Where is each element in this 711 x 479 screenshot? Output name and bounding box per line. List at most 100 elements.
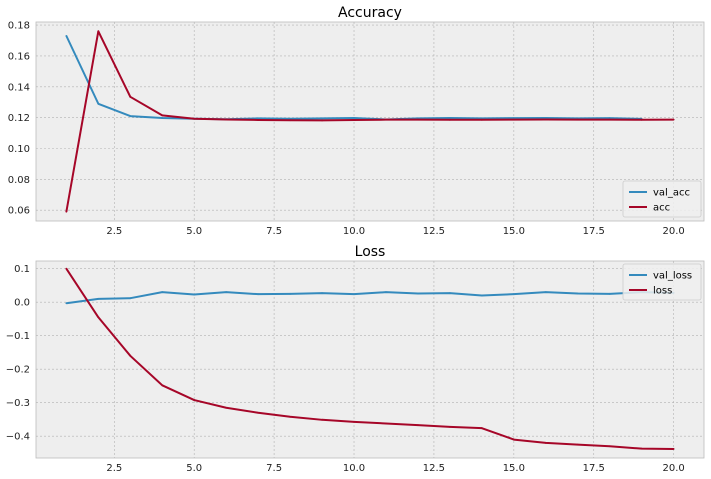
chart-1-series-loss-point — [417, 424, 419, 427]
chart-1-series-loss-point — [576, 443, 579, 446]
chart-1-series-val_loss-point — [97, 297, 100, 300]
chart-0-series-acc-point — [576, 118, 579, 121]
chart-1-series-loss-point — [544, 442, 547, 444]
chart-0-y-tick-label: 0.10 — [8, 144, 30, 155]
chart-0-series-acc-point — [321, 119, 323, 122]
chart-1-series-val_loss-point — [385, 291, 387, 294]
chart-1-series-val_loss-point — [225, 291, 228, 294]
chart-0-y-tick-label: 0.18 — [8, 21, 30, 32]
chart-0-series-val_acc-point — [257, 117, 260, 120]
chart-0-x-tick-label: 7.5 — [266, 226, 282, 237]
chart-0-series-acc-point — [193, 117, 196, 120]
chart-0-x-tick-label: 5.0 — [186, 226, 202, 237]
chart-0-legend-label-acc: acc — [653, 203, 670, 214]
chart-1-title: Loss — [355, 244, 386, 260]
chart-0-plot-area — [35, 21, 705, 222]
chart-0-series-val_acc-point — [353, 117, 355, 119]
chart-0-series-acc-point — [640, 118, 643, 121]
chart-1-series-val_loss-point — [449, 292, 451, 295]
chart-0-series-acc-point — [449, 118, 451, 121]
chart-0-series-acc-point — [129, 95, 132, 98]
chart-0-x-tick-label: 10.0 — [343, 226, 365, 237]
chart-1-x-tick-label: 10.0 — [343, 463, 365, 474]
chart-1-series-loss-point — [193, 399, 196, 401]
chart-1-series-loss-point — [480, 427, 483, 430]
chart-0-series-val_acc-point — [608, 117, 611, 120]
chart-1-series-val_loss-point — [576, 292, 579, 295]
chart-0-series-acc-point — [417, 118, 419, 121]
chart-1-y-tick-label: −0.1 — [6, 331, 30, 342]
chart-1-x-tick-label: 2.5 — [106, 463, 122, 474]
chart-0-series-acc-point — [544, 118, 547, 121]
chart-1-series-val_loss-point — [65, 302, 68, 305]
chart-0-series-val_acc-point — [544, 117, 547, 119]
chart-1-series-val_loss-point — [193, 293, 196, 296]
chart-0-series-acc-point — [97, 30, 100, 33]
chart-0-series-val_acc-point — [129, 115, 132, 118]
chart-1-y-tick-label: −0.4 — [6, 432, 30, 443]
chart-0-series-acc-point — [225, 118, 228, 121]
chart-1-series-loss-point — [512, 438, 515, 441]
chart-0-x-tick-label: 2.5 — [106, 226, 122, 237]
chart-0-series-acc-point — [289, 119, 291, 122]
chart-0-series-val_acc-point — [321, 117, 323, 120]
chart-0-series-val_acc-point — [97, 102, 100, 105]
accuracy-subplot: 2.5 5.0 7.5 10.0 12.5 15.0 17.5 20.0 0.06 0.08 0.1… — [8, 5, 705, 237]
chart-1-series-val_loss-line — [66, 291, 674, 305]
chart-1-x-tick-label: 15.0 — [503, 463, 525, 474]
chart-0-x-tick-label: 20.0 — [663, 226, 685, 237]
chart-0-y-tick-label: 0.14 — [8, 82, 30, 93]
chart-1-series-loss-point — [608, 445, 611, 448]
chart-0-title: Accuracy — [338, 5, 402, 21]
chart-1-series-val_loss-point — [161, 291, 164, 294]
chart-1-series-val_loss-point — [289, 292, 291, 295]
chart-1-series-val_loss-point — [129, 297, 132, 300]
chart-1-plot-area — [35, 260, 705, 459]
chart-1-legend-label-val_loss: val_loss — [653, 271, 692, 282]
chart-1-x-tick-label: 5.0 — [186, 463, 202, 474]
chart-1-series-loss-point — [257, 411, 260, 414]
loss-subplot: 2.5 5.0 7.5 10.0 12.5 15.0 17.5 20.0 −0.4 −0.3 −0.… — [6, 244, 705, 474]
chart-0-x-tick-label: 15.0 — [503, 226, 525, 237]
chart-0-series-val_acc-point — [449, 117, 451, 119]
chart-0-series-acc-point — [161, 114, 164, 117]
chart-0-series-acc-point — [257, 119, 260, 121]
chart-0-series-acc-point — [353, 119, 355, 121]
chart-0-y-tick-label: 0.08 — [8, 175, 30, 186]
chart-1-x-tick-label: 12.5 — [423, 463, 445, 474]
chart-1-series-val_loss-point — [480, 294, 483, 297]
chart-1-y-tick-label: −0.3 — [6, 398, 30, 409]
chart-1-series-loss-line — [65, 268, 674, 450]
chart-1-y-tick-label: 0.0 — [14, 298, 30, 309]
chart-1-series-val_loss-point — [257, 293, 260, 296]
chart-1-y-tick-label: −0.2 — [6, 365, 30, 376]
chart-0-series-acc-point — [672, 118, 675, 121]
chart-0-y-tick-label: 0.16 — [8, 51, 30, 62]
chart-0-x-tick-label: 17.5 — [583, 226, 605, 237]
chart-0-series-acc-point — [385, 118, 387, 121]
chart-0-series-val_acc-point — [512, 117, 515, 120]
chart-1-x-tick-label: 7.5 — [266, 463, 282, 474]
chart-1-series-loss-point — [97, 316, 100, 319]
chart-1-x-tick-label: 20.0 — [663, 463, 685, 474]
chart-1-series-loss-point — [640, 447, 643, 450]
chart-1-series-val_loss-point — [417, 292, 419, 295]
chart-1-series-loss-point — [129, 354, 132, 357]
chart-1-series-val_loss-point — [353, 293, 355, 296]
chart-0-legend-label-val_acc: val_acc — [653, 188, 690, 199]
chart-0-series-acc-point — [65, 210, 68, 213]
chart-1-series-loss-point — [449, 425, 451, 428]
chart-1-series-loss-point — [672, 448, 675, 450]
chart-1-series-loss-point — [321, 418, 323, 421]
chart-0-series-val_acc-point — [161, 117, 164, 119]
chart-0-series-acc-point — [480, 118, 483, 121]
chart-1-series-val_loss-point — [512, 293, 515, 296]
chart-0-x-tick-label: 12.5 — [423, 226, 445, 237]
chart-1-series-loss-point — [385, 422, 387, 425]
chart-1-series-loss-point — [161, 384, 164, 387]
chart-1-y-tick-label: 0.1 — [14, 264, 30, 275]
chart-1-series-val_loss-point — [321, 292, 323, 295]
